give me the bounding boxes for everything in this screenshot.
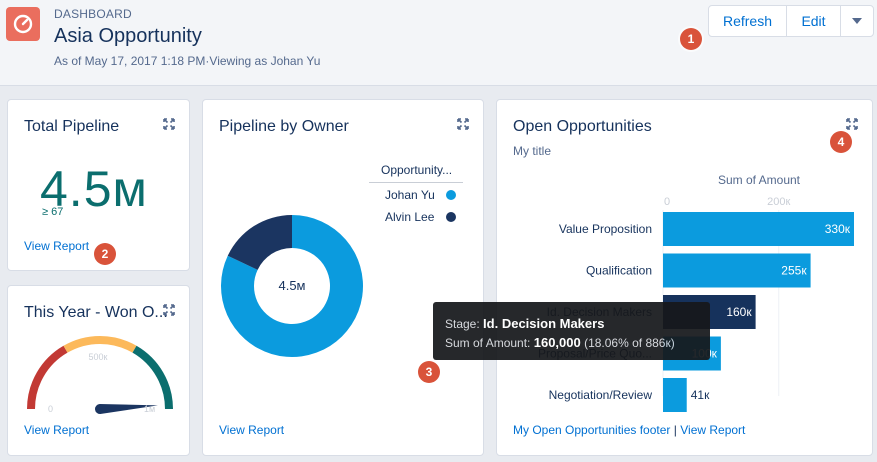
- owner-legend-title: Opportunity...: [381, 163, 453, 177]
- bar-value-label: 160к: [726, 305, 752, 319]
- legend-dot-johan-yu: [446, 190, 456, 200]
- open-opportunities-bar-chart: Sum of Amount 0 200к Value Proposition 330…: [538, 173, 854, 412]
- open-opportunities-subtitle: My title: [513, 144, 552, 158]
- page-subtitle: As of May 17, 2017 1:18 PM·Viewing as Jo…: [54, 54, 321, 68]
- tooltip-amount-row: Sum of Amount: 160,000 (18.06% of 886к): [445, 335, 675, 350]
- won-opportunities-title: This Year - Won O...: [24, 304, 168, 321]
- refresh-button[interactable]: Refresh: [709, 6, 787, 36]
- x-tick-label: 200к: [767, 196, 790, 208]
- open-opportunities-footer: My Open Opportunities footer | View Repo…: [513, 423, 745, 437]
- pipeline-view-report-link[interactable]: View Report: [219, 423, 285, 437]
- won-view-report-link[interactable]: View Report: [24, 423, 90, 437]
- gauge-min-label: 0: [48, 404, 53, 414]
- donut-slice-johan-yu[interactable]: [220, 215, 363, 357]
- gauge-band-orange: [63, 336, 137, 353]
- expand-icon[interactable]: [457, 118, 469, 130]
- gauge-max-label: 1м: [144, 404, 155, 414]
- tooltip-stage-row: Stage: Id. Decision Makers: [445, 316, 604, 331]
- bar-value-label: 255к: [781, 264, 807, 278]
- bar[interactable]: [663, 212, 854, 246]
- page-title: Asia Opportunity: [54, 25, 202, 47]
- dashboard-app-icon: [6, 7, 40, 41]
- bar[interactable]: [663, 378, 687, 412]
- open-opportunities-card: Open Opportunities My title Sum of Amoun…: [496, 99, 873, 456]
- bar[interactable]: [663, 253, 811, 288]
- tooltip-stage-value: Id. Decision Makers: [483, 316, 605, 331]
- header-button-group: Refresh Edit: [708, 5, 874, 37]
- donut-slice-alvin-lee[interactable]: [227, 215, 292, 270]
- footer-label[interactable]: My Open Opportunities footer: [513, 423, 671, 437]
- won-opportunities-card: This Year - Won O... 0 500к 1м View Repo…: [7, 285, 190, 456]
- footer-view-report-link[interactable]: View Report: [680, 423, 746, 437]
- total-pipeline-value: 4.5м: [40, 161, 148, 217]
- total-pipeline-view-report-link[interactable]: View Report: [24, 239, 90, 253]
- edit-button[interactable]: Edit: [787, 6, 841, 36]
- open-opportunities-title: Open Opportunities: [513, 118, 652, 135]
- donut-center-label: 4.5м: [278, 278, 305, 293]
- tooltip-amount-pct: (18.06% of 886к): [584, 336, 675, 350]
- pipeline-by-owner-title: Pipeline by Owner: [219, 118, 349, 135]
- bar-value-label: 330к: [825, 222, 851, 236]
- total-pipeline-card: Total Pipeline 4.5м ≥ 67 View Report: [7, 99, 190, 271]
- legend-divider: [369, 182, 463, 183]
- x-tick-label: 0: [664, 196, 670, 208]
- bar-value-label: 41к: [691, 388, 710, 402]
- won-gauge: 0 500к 1м: [26, 336, 174, 414]
- more-actions-button[interactable]: [841, 6, 873, 36]
- owner-donut-chart: 4.5м: [220, 215, 363, 357]
- footer-separator: |: [673, 423, 677, 437]
- expand-icon[interactable]: [163, 304, 175, 316]
- callout-marker-3: 3: [418, 361, 440, 383]
- bar-axis-title: Sum of Amount: [718, 173, 801, 187]
- legend-item-alvin-lee: Alvin Lee: [385, 210, 435, 224]
- tooltip-stage-label: Stage:: [445, 317, 480, 331]
- bar-category-label: Qualification: [586, 264, 652, 278]
- callout-marker-2: 2: [94, 243, 116, 265]
- total-pipeline-title: Total Pipeline: [24, 118, 120, 135]
- page-eyebrow: DASHBOARD: [54, 7, 132, 21]
- bar-category-label: Negotiation/Review: [549, 388, 653, 402]
- legend-item-johan-yu: Johan Yu: [385, 188, 435, 202]
- legend-dot-alvin-lee: [446, 212, 456, 222]
- pipeline-by-owner-card: Pipeline by Owner 4.5м Opportunity... Jo…: [202, 99, 484, 456]
- callout-marker-1: 1: [680, 28, 702, 50]
- gauge-band-red: [26, 345, 68, 410]
- gauge-icon: [13, 14, 33, 34]
- dashboard-header: DASHBOARD Asia Opportunity As of May 17,…: [0, 0, 877, 86]
- bar-category-label: Value Proposition: [559, 222, 652, 236]
- expand-icon[interactable]: [846, 118, 858, 130]
- total-pipeline-count: ≥ 67: [42, 206, 64, 218]
- tooltip-amount-label: Sum of Amount:: [445, 336, 531, 350]
- expand-icon[interactable]: [163, 118, 175, 130]
- tooltip-amount-value: 160,000: [533, 335, 581, 350]
- chart-tooltip: Stage: Id. Decision Makers Sum of Amount…: [433, 302, 710, 360]
- gauge-band-teal: [132, 345, 174, 410]
- callout-marker-4: 4: [830, 131, 852, 153]
- chevron-down-icon: [852, 18, 862, 24]
- gauge-mid-label: 500к: [89, 352, 108, 362]
- gauge-needle: [95, 404, 158, 414]
